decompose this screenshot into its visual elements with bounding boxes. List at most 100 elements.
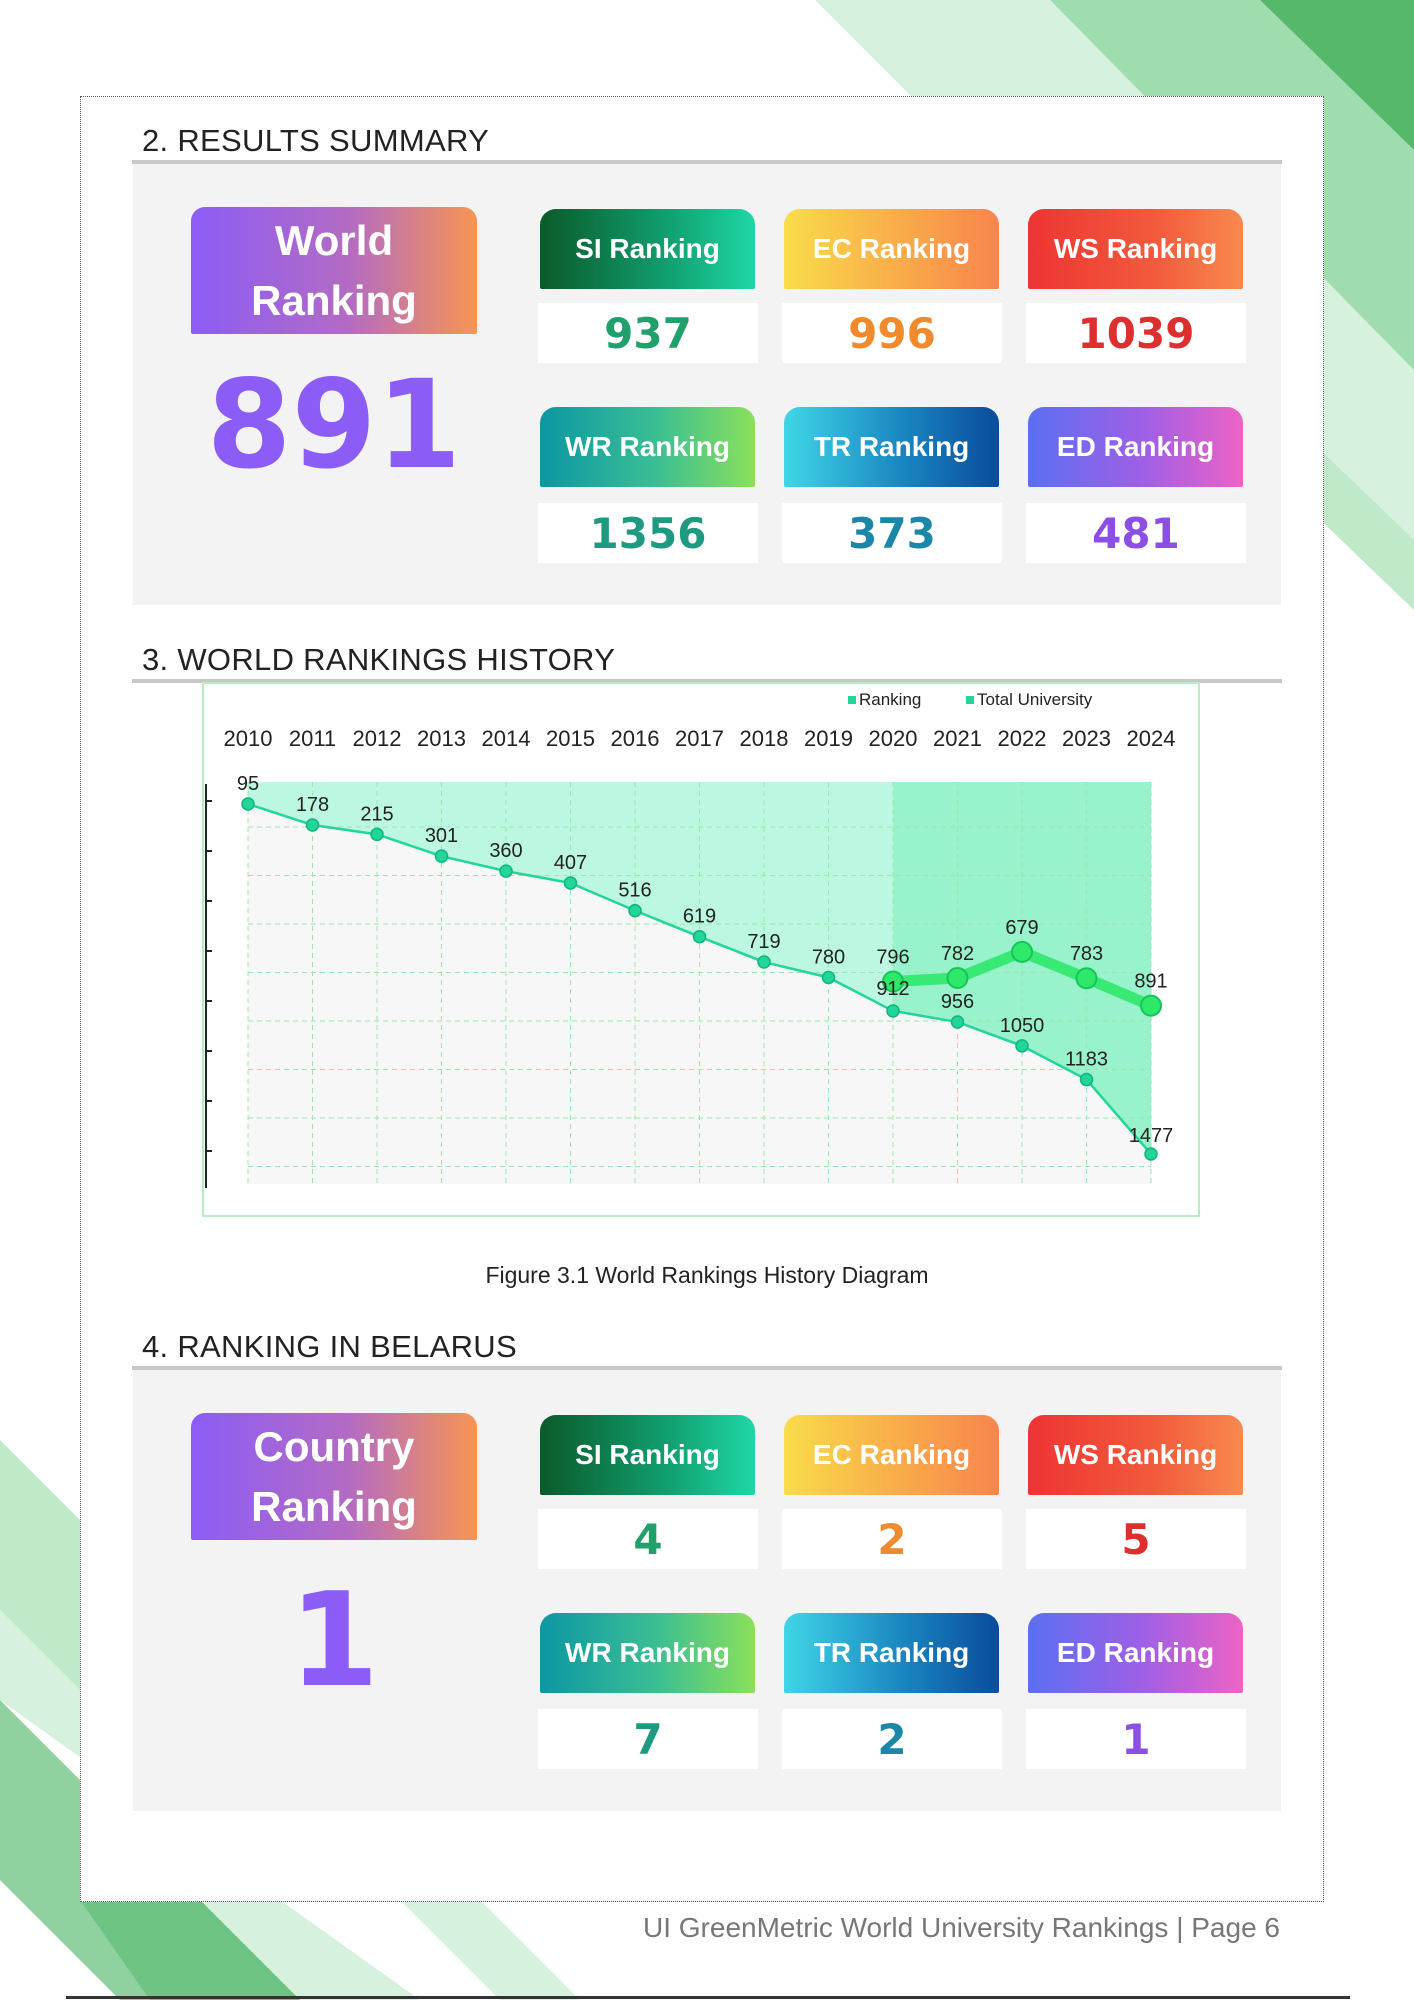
chart-svg: 2010 2011 2012 2013 2014 2015 2016 2017 2018 2019… — [205, 690, 1176, 1188]
ec-ranking-value: 996 — [782, 303, 1002, 363]
ranking-data-label: 679 — [1005, 917, 1038, 939]
belarus-ranking-title: 4. RANKING IN BELARUS — [142, 1329, 517, 1364]
total-data-label: 407 — [554, 852, 587, 874]
si-ranking-badge: SI Ranking — [540, 1415, 755, 1495]
ranking-data-label: 782 — [941, 943, 974, 965]
x-tick-label: 2011 — [289, 726, 336, 751]
total-point — [757, 955, 771, 969]
total-data-label: 719 — [747, 931, 780, 953]
total-point — [950, 1015, 965, 1029]
wr-country-value: 7 — [538, 1709, 758, 1769]
wr-ranking-value: 1356 — [538, 503, 758, 563]
x-tick-label: 2023 — [1062, 726, 1111, 751]
x-tick-label: 2024 — [1127, 726, 1176, 751]
legend-label-total: Total University — [977, 690, 1093, 709]
tr-ranking-badge: TR Ranking — [784, 1613, 999, 1693]
total-data-label: 1477 — [1129, 1125, 1174, 1147]
x-tick-label: 2015 — [546, 726, 595, 751]
world-ranking-label: World Ranking — [191, 207, 477, 334]
world-ranking-label-line2: Ranking — [251, 276, 417, 324]
total-point — [692, 929, 707, 944]
ed-ranking-badge: ED Ranking — [1028, 1613, 1243, 1693]
wr-ranking-badge: WR Ranking — [540, 1613, 755, 1693]
country-ranking-label: Country Ranking — [191, 1413, 477, 1540]
legend-label-ranking: Ranking — [859, 690, 921, 709]
total-point — [241, 797, 255, 811]
ec-ranking-badge: EC Ranking — [784, 209, 999, 289]
total-data-label: 215 — [360, 803, 393, 825]
x-tick-label: 2019 — [804, 726, 853, 751]
country-ranking-label-line1: Country — [253, 1422, 415, 1470]
ranking-data-label: 796 — [876, 947, 909, 969]
x-tick-label: 2017 — [675, 726, 724, 751]
x-tick-label: 2020 — [869, 726, 918, 751]
total-data-label: 360 — [489, 840, 522, 862]
wr-ranking-badge: WR Ranking — [540, 407, 755, 487]
ranking-point — [882, 970, 904, 993]
legend-swatch-ranking — [848, 696, 856, 704]
x-tick-label: 2016 — [611, 726, 660, 751]
figure-caption: Figure 3.1 World Rankings History Diagra… — [485, 1262, 929, 1288]
ed-ranking-badge: ED Ranking — [1028, 407, 1243, 487]
ranking-point — [946, 966, 969, 989]
si-ranking-badge: SI Ranking — [540, 209, 755, 289]
world-ranking-label-line1: World — [274, 216, 394, 264]
x-tick-label: 2014 — [482, 726, 531, 751]
ed-ranking-value: 481 — [1026, 503, 1246, 563]
total-point — [821, 970, 836, 985]
x-tick-label: 2013 — [417, 726, 466, 751]
bottom-rule — [66, 1996, 1350, 1999]
total-point — [563, 876, 578, 890]
total-point — [886, 1004, 900, 1018]
legend-swatch-total — [966, 696, 974, 704]
tr-country-value: 2 — [782, 1709, 1002, 1769]
country-ranking-value: 1 — [288, 1564, 380, 1716]
total-data-label: 516 — [618, 880, 651, 902]
rankings-history-chart: 2010 2011 2012 2013 2014 2015 2016 2017 2018 2019… — [202, 682, 1200, 1217]
world-ranking-value: 891 — [206, 354, 462, 496]
ec-ranking-badge: EC Ranking — [784, 1415, 999, 1495]
total-data-label: 301 — [425, 825, 458, 847]
total-point — [1079, 1072, 1094, 1087]
total-point — [434, 849, 449, 863]
total-data-label: 178 — [296, 794, 329, 816]
total-data-label: 912 — [876, 978, 909, 1000]
ranking-point — [1140, 994, 1162, 1017]
total-data-label: 1050 — [1000, 1015, 1045, 1037]
total-point — [305, 818, 320, 832]
country-ranking-label-line2: Ranking — [251, 1482, 417, 1530]
total-data-label: 780 — [812, 946, 845, 968]
ranking-data-label: 783 — [1070, 943, 1103, 965]
ws-ranking-badge: WS Ranking — [1028, 209, 1243, 289]
total-point — [499, 864, 513, 878]
ed-country-value: 1 — [1026, 1709, 1246, 1769]
total-data-label: 95 — [237, 773, 259, 795]
ws-country-value: 5 — [1026, 1509, 1246, 1569]
total-point — [628, 903, 642, 918]
total-data-label: 956 — [941, 991, 974, 1013]
x-tick-label: 2010 — [224, 726, 273, 751]
total-point — [1144, 1147, 1158, 1161]
page-footer: UI GreenMetric World University Rankings… — [643, 1912, 1280, 1943]
tr-ranking-value: 373 — [782, 503, 1002, 563]
total-data-label: 1183 — [1065, 1049, 1108, 1071]
section-rule — [132, 160, 1282, 164]
section-rule — [132, 679, 1282, 683]
si-ranking-value: 937 — [538, 303, 758, 363]
x-tick-label: 2012 — [353, 726, 402, 751]
ws-ranking-badge: WS Ranking — [1028, 1415, 1243, 1495]
results-summary-title: 2. RESULTS SUMMARY — [142, 123, 490, 158]
total-point — [1015, 1039, 1029, 1053]
si-country-value: 4 — [538, 1509, 758, 1569]
tr-ranking-badge: TR Ranking — [784, 407, 999, 487]
section-rule — [132, 1366, 1282, 1370]
ranking-point — [1011, 940, 1033, 963]
ws-ranking-value: 1039 — [1026, 303, 1246, 363]
total-point — [370, 827, 384, 842]
total-data-label: 619 — [683, 906, 716, 928]
x-tick-label: 2022 — [998, 726, 1047, 751]
rankings-history-title: 3. WORLD RANKINGS HISTORY — [142, 642, 616, 677]
x-tick-label: 2021 — [933, 726, 982, 751]
x-tick-label: 2018 — [740, 726, 789, 751]
ec-country-value: 2 — [782, 1509, 1002, 1569]
